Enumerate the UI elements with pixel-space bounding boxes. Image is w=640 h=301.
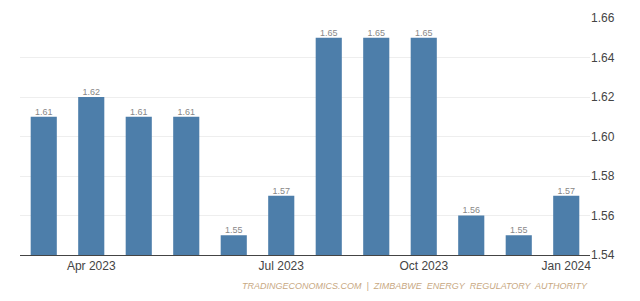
svg-text:1.65: 1.65 [367, 28, 385, 38]
svg-text:1.61: 1.61 [130, 107, 148, 117]
svg-text:1.54: 1.54 [591, 248, 615, 262]
svg-text:1.60: 1.60 [591, 130, 615, 144]
svg-text:1.56: 1.56 [591, 209, 615, 223]
svg-text:Jul 2023: Jul 2023 [259, 259, 305, 273]
svg-text:1.58: 1.58 [591, 169, 615, 183]
svg-text:1.62: 1.62 [82, 87, 100, 97]
svg-text:1.56: 1.56 [462, 205, 480, 215]
svg-text:1.66: 1.66 [591, 11, 615, 25]
svg-text:Oct 2023: Oct 2023 [399, 259, 448, 273]
svg-text:1.55: 1.55 [225, 225, 243, 235]
svg-text:1.57: 1.57 [272, 186, 290, 196]
svg-text:1.55: 1.55 [510, 225, 528, 235]
svg-text:1.65: 1.65 [320, 28, 338, 38]
svg-text:1.57: 1.57 [557, 186, 575, 196]
svg-text:1.65: 1.65 [415, 28, 433, 38]
svg-text:TRADINGECONOMICS.COM | ZIMBA: TRADINGECONOMICS.COM | ZIMBABWE ENERGY R… [242, 281, 588, 291]
svg-text:1.61: 1.61 [35, 107, 53, 117]
svg-text:Jan 2024: Jan 2024 [542, 259, 592, 273]
svg-text:1.61: 1.61 [177, 107, 195, 117]
svg-text:Apr 2023: Apr 2023 [67, 259, 116, 273]
svg-text:1.64: 1.64 [591, 51, 615, 65]
svg-text:1.62: 1.62 [591, 90, 615, 104]
